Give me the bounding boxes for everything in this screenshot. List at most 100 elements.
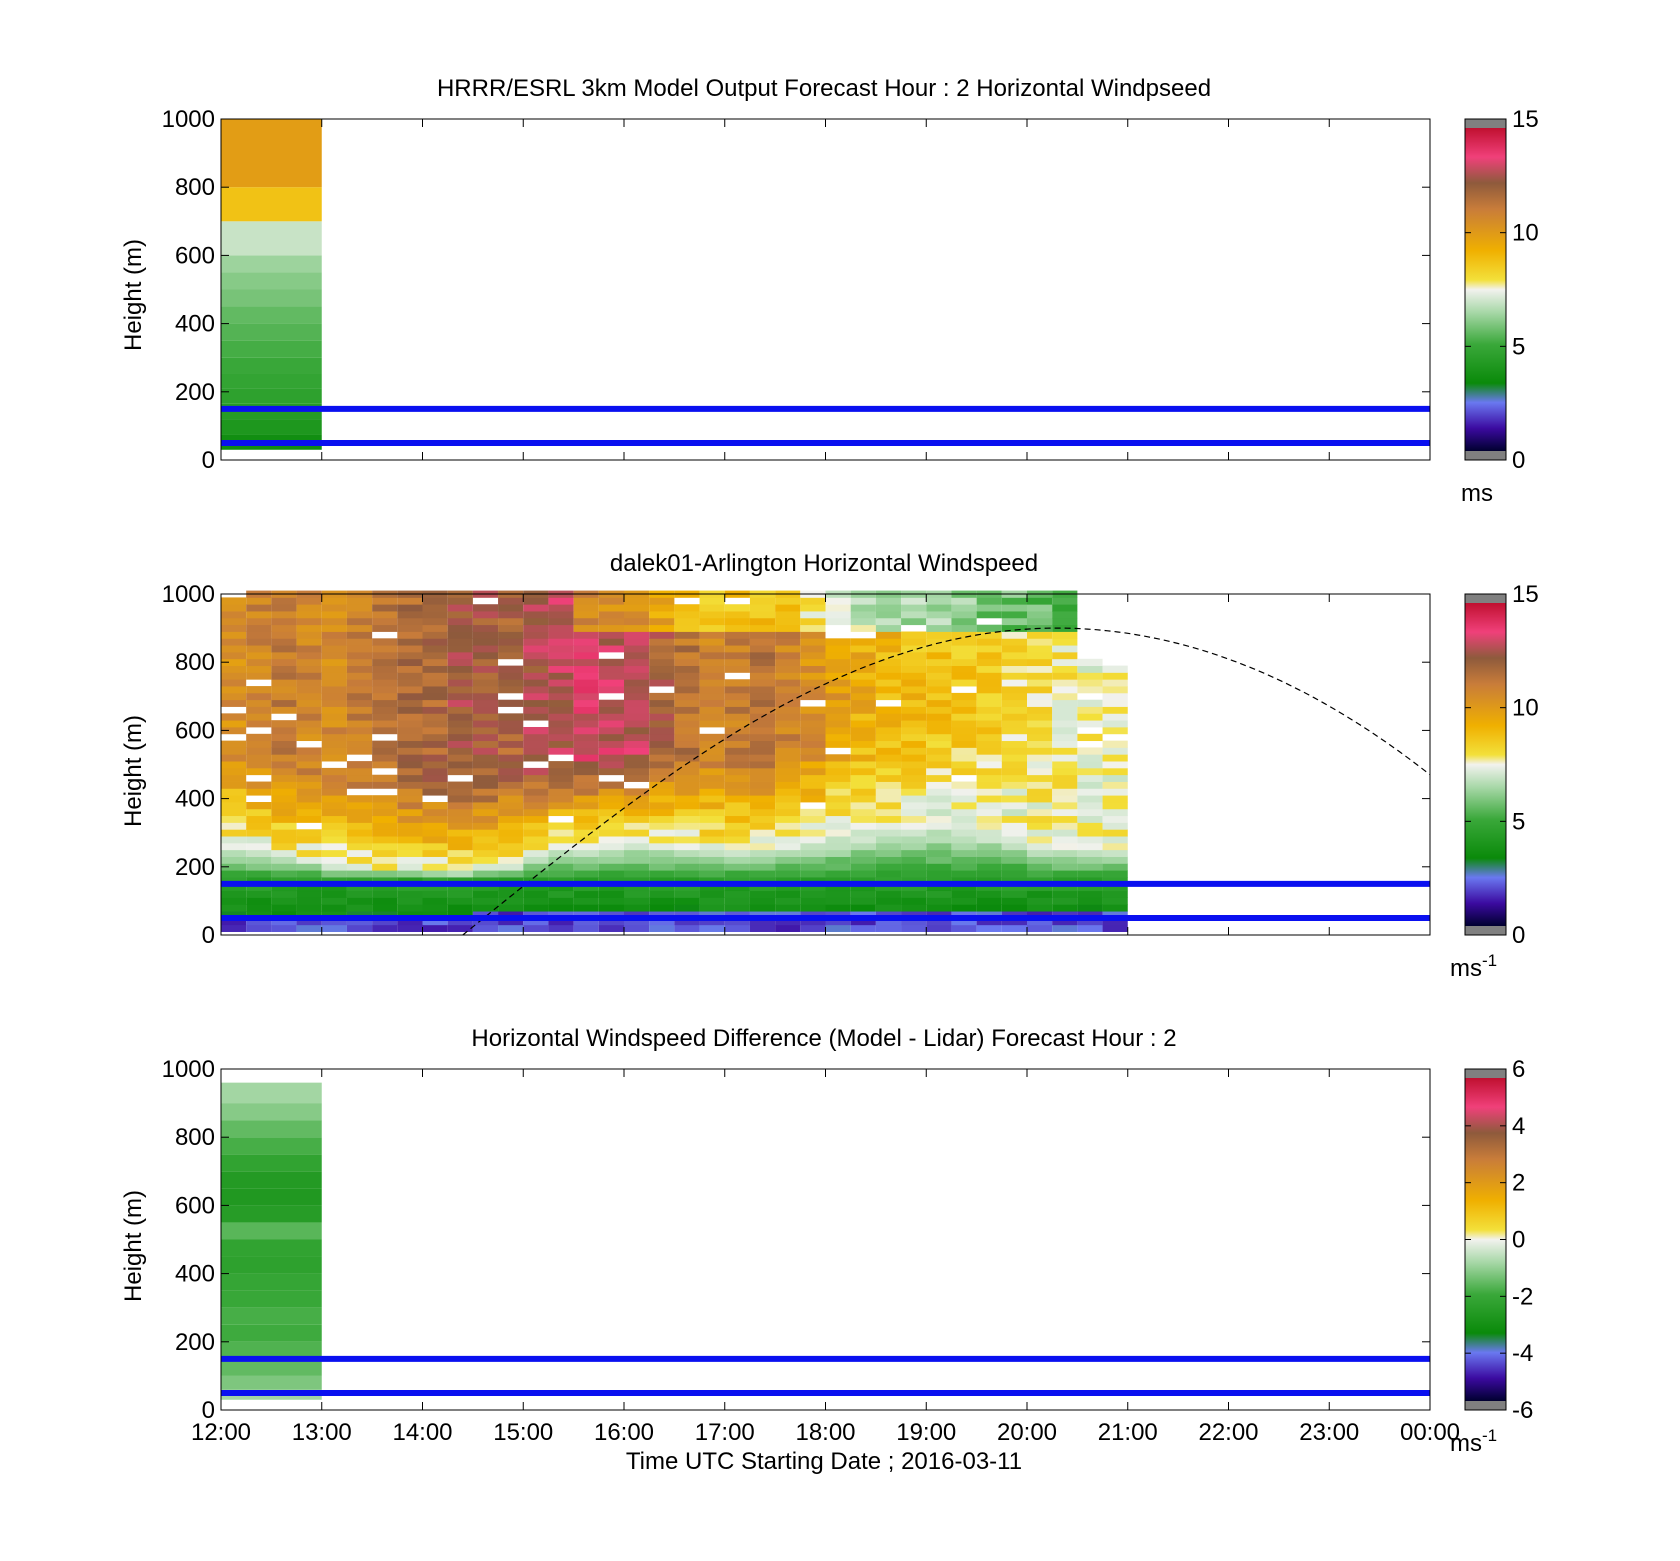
heatmap-cell (800, 754, 826, 762)
heatmap-cell (976, 842, 1002, 851)
heatmap-cell (674, 645, 700, 653)
heatmap-cell (548, 829, 574, 837)
heatmap-cell (296, 767, 322, 776)
heatmap-cell (1102, 665, 1128, 673)
heatmap-cell (976, 611, 1002, 619)
heatmap-cell (926, 877, 952, 885)
heatmap-cell (775, 795, 801, 803)
heatmap-cell (498, 720, 524, 728)
heatmap-cell (246, 754, 272, 762)
heatmap-cell (422, 924, 448, 932)
heatmap-cell (271, 699, 297, 707)
heatmap-cell (800, 767, 826, 776)
heatmap-cell (749, 924, 776, 932)
heatmap-cell (926, 754, 952, 762)
heatmap-cell (1027, 706, 1053, 714)
heatmap-cell (976, 781, 1002, 789)
heatmap-cell (1052, 631, 1078, 639)
heatmap-cell (523, 740, 549, 748)
heatmap-cell (246, 883, 272, 892)
heatmap-cell (699, 733, 725, 742)
heatmap-cell (397, 815, 423, 823)
heatmap-cell (321, 897, 347, 905)
heatmap-cell (800, 726, 826, 735)
heatmap-cell (523, 706, 549, 714)
heatmap-cell (825, 781, 851, 789)
heatmap-cell (397, 631, 423, 639)
heatmap-cell (699, 904, 725, 912)
heatmap-cell (775, 774, 801, 782)
heatmap-cell (1027, 604, 1053, 612)
heatmap-cell (674, 726, 700, 735)
heatmap-cell (1077, 788, 1103, 796)
heatmap-cell (724, 904, 750, 912)
heatmap-cell (296, 604, 322, 612)
heatmap-cell (749, 904, 776, 912)
heatmap-cell (548, 631, 574, 639)
heatmap-cell (1027, 645, 1053, 653)
heatmap-cell (397, 897, 423, 905)
heatmap-cell (875, 815, 902, 823)
heatmap-cell (674, 842, 700, 851)
heatmap-cell (1001, 658, 1027, 667)
heatmap-cell (926, 631, 952, 639)
heatmap-cell (724, 815, 750, 823)
heatmap-cell (951, 754, 977, 762)
heatmap-cell (271, 754, 297, 762)
heatmap-cell (976, 870, 1002, 878)
heatmap-cell (372, 645, 398, 653)
heatmap-cell (825, 713, 851, 721)
heatmap-cell (573, 658, 599, 667)
heatmap-cell (699, 679, 725, 687)
heatmap-cell (1052, 692, 1078, 701)
heatmap-cell (926, 713, 952, 721)
heatmap-cell (850, 658, 876, 667)
heatmap-cell (624, 767, 650, 776)
heatmap-cell (749, 788, 776, 796)
heatmap-cell (498, 883, 524, 892)
heatmap-cell (346, 802, 373, 810)
heatmap-cell (447, 822, 473, 830)
heatmap-cell (221, 883, 247, 892)
heatmap-cell (875, 870, 902, 878)
heatmap-cell (397, 713, 423, 721)
heatmap-cell (221, 1222, 322, 1240)
heatmap-cell (674, 870, 700, 878)
heatmap-cell (1077, 658, 1103, 667)
heatmap-cell (221, 767, 247, 776)
heatmap-cell (749, 638, 776, 646)
heatmap-cell (800, 733, 826, 742)
heatmap-cell (523, 651, 549, 660)
heatmap-cell (1001, 651, 1027, 660)
heatmap-cell (246, 597, 272, 605)
heatmap-cell (246, 706, 272, 714)
heatmap-cell (472, 665, 499, 673)
heatmap-cell (548, 795, 574, 803)
heatmap-cell (1052, 672, 1078, 680)
heatmap-cell (422, 651, 448, 660)
heatmap-cell (674, 706, 700, 714)
heatmap-cell (472, 713, 499, 721)
heatmap-cell (850, 890, 876, 898)
heatmap-cell (221, 1375, 322, 1390)
heatmap-cell (1027, 856, 1053, 864)
heatmap-cell (422, 692, 448, 701)
heatmap-cell (472, 617, 499, 626)
heatmap-cell (649, 645, 675, 653)
heatmap-cell (472, 924, 499, 932)
heatmap-cell (246, 761, 272, 769)
heatmap-cell (850, 815, 876, 823)
heatmap-cell (1027, 802, 1053, 810)
heatmap-cell (1001, 904, 1027, 912)
heatmap-cell (321, 679, 347, 687)
heatmap-cell (1102, 890, 1128, 898)
heatmap-cell (699, 651, 725, 660)
heatmap-cell (926, 774, 952, 782)
heatmap-cell (422, 699, 448, 707)
heatmap-cell (296, 774, 322, 782)
heatmap-cell (397, 645, 423, 653)
heatmap-cell (976, 904, 1002, 912)
heatmap-cell (1077, 883, 1103, 892)
heatmap-cell (775, 904, 801, 912)
heatmap-cell (926, 917, 952, 926)
